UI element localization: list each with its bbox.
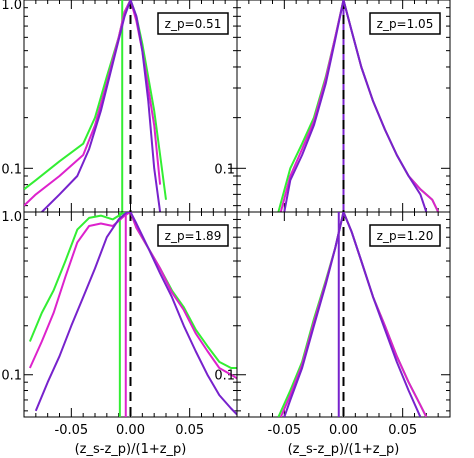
series-line-3 <box>41 0 162 212</box>
y-tick-label: 0.1 <box>1 369 22 384</box>
x-tick-label: 0.05 <box>388 423 417 438</box>
panel-3: 1.0 0.1 -0.05 0.00 0.05 (z_s-z_p)/(1+z_p) z_p=… <box>1 210 238 457</box>
y-tick-label: 1.0 <box>1 0 22 13</box>
panel-4: 0.1 -0.05 0.00 0.05 (z_s-z_p)/(1+z_p) z_p=1.2… <box>214 211 451 457</box>
y-tick-label: 1.0 <box>1 210 22 225</box>
y-tick-label: 0.1 <box>1 162 22 177</box>
y-tick-label: 0.1 <box>214 369 235 384</box>
annotation-label: z_p=1.89 <box>165 229 222 243</box>
x-tick-label: -0.05 <box>55 423 89 438</box>
x-tick-label: 0.00 <box>116 423 145 438</box>
annotation-label: z_p=1.20 <box>377 229 434 243</box>
annotation-box <box>369 224 441 247</box>
panel-2: 0.1 z_p=1.05 <box>214 0 451 213</box>
series-line-1 <box>24 0 167 200</box>
x-tick-label: 0.00 <box>329 423 358 438</box>
series-line-3 <box>283 0 428 212</box>
series-line-3 <box>283 212 422 417</box>
panel-1: 1.0 0.1 z_p=0.51 <box>1 0 238 213</box>
annotation-box <box>157 12 229 35</box>
x-tick-label: 0.05 <box>175 423 204 438</box>
annotation-box <box>157 224 229 247</box>
annotation-label: z_p=1.05 <box>377 17 434 31</box>
y-tick-label: 0.1 <box>214 162 235 177</box>
x-axis-label: (z_s-z_p)/(1+z_p) <box>288 442 400 457</box>
annotation-label: z_p=0.51 <box>165 17 222 31</box>
annotation-box <box>369 12 441 35</box>
x-axis-label: (z_s-z_p)/(1+z_p) <box>75 442 187 457</box>
series-line-3 <box>34 212 237 416</box>
x-tick-label: -0.05 <box>268 423 302 438</box>
